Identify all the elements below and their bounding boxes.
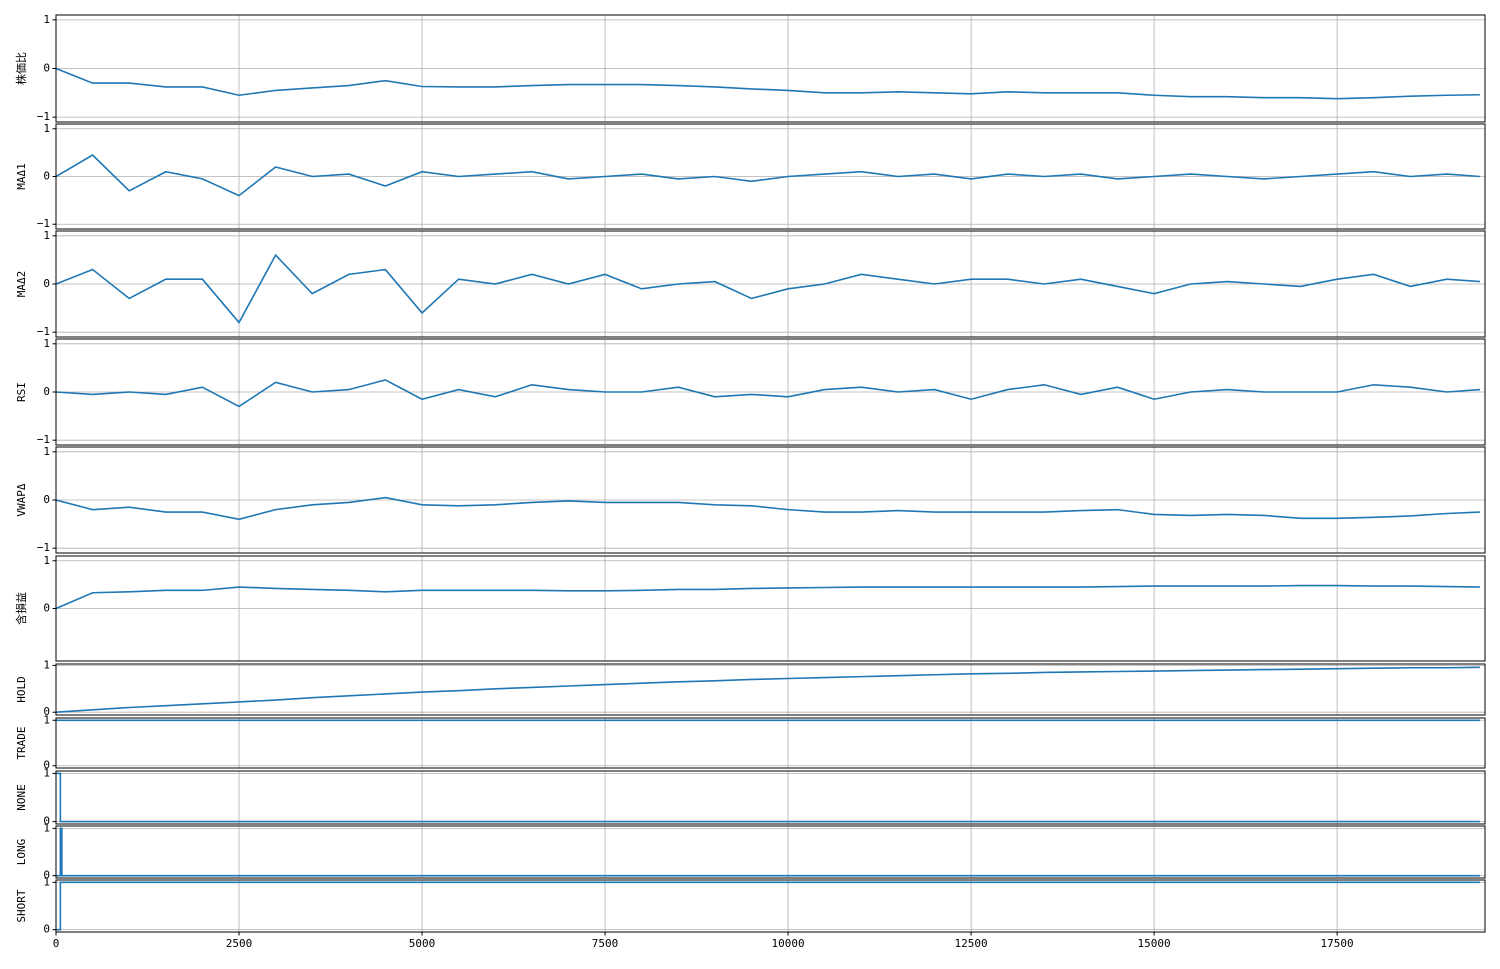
data-line: [56, 584, 1480, 610]
data-line: [56, 666, 1480, 713]
y-tick-label: 1: [43, 766, 50, 779]
y-axis-label: MAΔ2: [15, 271, 28, 298]
data-line: [56, 827, 1480, 877]
x-tick-label: 15000: [1138, 937, 1171, 950]
y-tick-label: 0: [43, 869, 50, 882]
y-axis-label: MAΔ1: [15, 163, 28, 190]
y-tick-label: 1: [43, 875, 50, 888]
y-axis-label: HOLD: [15, 676, 28, 703]
y-tick-label: 0: [43, 815, 50, 828]
axes-frame: [55, 663, 1486, 716]
axes-frame: [55, 879, 1486, 933]
y-tick-label: 0: [43, 170, 50, 183]
x-tick-label: 0: [53, 937, 60, 950]
y-tick-label: −1: [37, 217, 50, 230]
y-tick-label: −1: [37, 433, 50, 446]
x-tick-label: 7500: [592, 937, 619, 950]
y-axis-label: SHORT: [15, 889, 28, 922]
y-tick-label: 1: [43, 821, 50, 834]
axes-frame: [55, 230, 1486, 338]
data-line: [56, 881, 1480, 931]
x-tick-label: 12500: [955, 937, 988, 950]
y-tick-label: 1: [43, 13, 50, 26]
y-tick-label: 0: [43, 705, 50, 718]
axes-frame: [55, 123, 1486, 230]
y-tick-label: 1: [43, 445, 50, 458]
x-tick-label: 5000: [409, 937, 436, 950]
y-axis-label: LONG: [15, 839, 28, 866]
y-tick-label: 1: [43, 554, 50, 567]
y-axis-label: NONE: [15, 784, 28, 811]
y-axis-label: TRADE: [15, 726, 28, 759]
y-axis-label: RSI: [15, 382, 28, 402]
x-tick-label: 10000: [772, 937, 805, 950]
y-tick-label: 0: [43, 759, 50, 772]
axes-frame: [55, 770, 1486, 825]
data-line: [56, 253, 1480, 324]
axes-frame: [55, 14, 1486, 123]
data-line: [56, 154, 1480, 197]
y-tick-label: −1: [37, 541, 50, 554]
y-tick-label: 1: [43, 658, 50, 671]
y-tick-label: 0: [43, 277, 50, 290]
x-tick-label: 2500: [226, 937, 253, 950]
data-line: [56, 496, 1480, 521]
y-tick-label: 1: [43, 713, 50, 726]
axes-frame: [55, 717, 1486, 769]
y-tick-label: 0: [43, 493, 50, 506]
data-line: [56, 772, 1480, 823]
axes-frame: [55, 338, 1486, 446]
y-tick-label: 0: [43, 62, 50, 75]
axes-frame: [55, 446, 1486, 554]
data-line: [56, 379, 1480, 408]
y-axis-label: 含損益: [14, 592, 28, 625]
axes-frame: [55, 555, 1486, 662]
data-line: [56, 67, 1480, 100]
y-tick-label: −1: [37, 325, 50, 338]
y-tick-label: 1: [43, 229, 50, 242]
y-tick-label: 1: [43, 337, 50, 350]
y-tick-label: 1: [43, 122, 50, 135]
y-tick-label: 0: [43, 923, 50, 936]
y-axis-label: 株価比: [14, 52, 28, 85]
axes-frame: [55, 825, 1486, 879]
y-tick-label: 0: [43, 385, 50, 398]
y-axis-label: VWAPΔ: [15, 483, 28, 516]
y-tick-label: −1: [37, 110, 50, 123]
y-tick-label: 0: [43, 602, 50, 615]
x-tick-label: 17500: [1321, 937, 1354, 950]
